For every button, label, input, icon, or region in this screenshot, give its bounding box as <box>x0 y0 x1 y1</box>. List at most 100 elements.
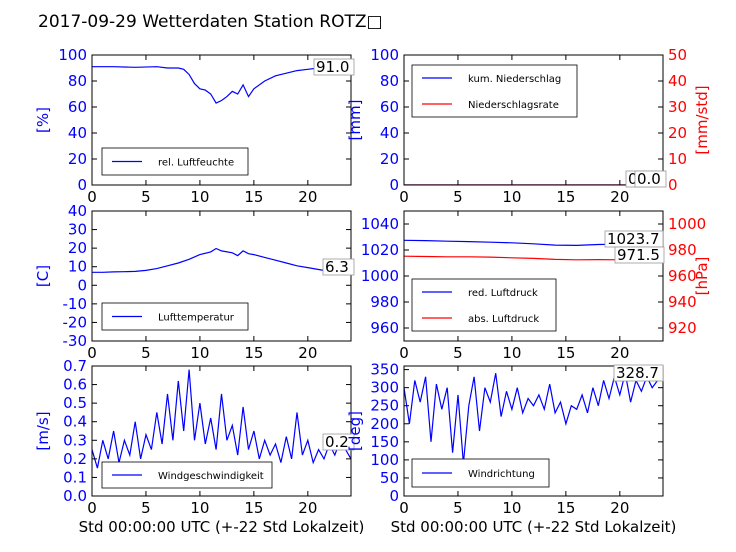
x-tick-label: 5 <box>141 188 151 206</box>
y-tick-label: 0.6 <box>63 376 87 394</box>
y-tick-label: 200 <box>370 415 399 433</box>
legend-entry: Windgeschwindigkeit <box>158 471 264 482</box>
series-line-3-1 <box>92 247 351 275</box>
y-tick-label: 100 <box>58 46 87 64</box>
legend: rel. Luftfeuchte <box>101 147 249 176</box>
x-tick-label: 10 <box>190 188 209 206</box>
legend: Windrichtung <box>411 458 550 488</box>
x-tick-label: 15 <box>556 344 575 362</box>
x-tick-label: 20 <box>298 344 317 362</box>
axes-frame <box>403 54 664 186</box>
y-tick-label: 0 <box>389 176 399 194</box>
y2-tick-label: 980 <box>668 241 697 259</box>
x-tick-label: 10 <box>190 344 209 362</box>
x-tick-label: 20 <box>298 499 317 517</box>
x-tick-label: 5 <box>453 344 463 362</box>
figure-title: 2017-09-29 Wetterdaten Station ROTZ□ <box>38 12 383 32</box>
y2-tick-label: 20 <box>668 124 687 142</box>
x-tick-label: 5 <box>141 344 151 362</box>
y-tick-label: 100 <box>370 46 399 64</box>
x-tick-label: 10 <box>190 499 209 517</box>
legend-entry: rel. Luftfeuchte <box>158 158 234 169</box>
y-tick-label: 150 <box>370 433 399 451</box>
x-axis-label: Std 00:00:00 UTC (+-22 Std Lokalzeit) <box>391 518 677 536</box>
axes-frame <box>91 210 352 342</box>
legend: Lufttemperatur <box>101 302 249 331</box>
x-tick-label: 0 <box>87 499 97 517</box>
y-axis-label: [m/s] <box>34 411 52 450</box>
y-tick-label: 350 <box>370 361 399 379</box>
value-label-box <box>322 433 355 451</box>
legend-entry: Lufttemperatur <box>158 313 235 324</box>
y-axis-label: [%] <box>34 107 52 133</box>
y-tick-label: 0.2 <box>63 450 87 468</box>
y-tick-label: 20 <box>380 150 399 168</box>
legend: kum. Niederschlag Niederschlagsrate <box>411 64 578 118</box>
value-label: 6.3 <box>325 258 349 276</box>
x-tick-label: 5 <box>453 188 463 206</box>
y-tick-label: 40 <box>380 124 399 142</box>
x-tick-label: 20 <box>610 188 629 206</box>
value-label: 91.0 <box>316 58 349 76</box>
y-tick-label: 0.7 <box>63 357 87 375</box>
chart-panel-5: 0 5 10 15 200.00.10.20.30.40.50.60.7[m/s]Std… <box>34 357 364 536</box>
legend-entry: red. Luftdruck <box>468 288 538 299</box>
y-tick-label: 0.3 <box>63 431 87 449</box>
x-tick-label: 15 <box>556 499 575 517</box>
y-tick-label: -10 <box>63 295 88 313</box>
legend: Windgeschwindigkeit <box>101 461 273 489</box>
y-axis-label: [C] <box>34 265 52 287</box>
y-tick-label: 20 <box>68 239 87 257</box>
value-label-box <box>634 170 667 188</box>
legend: red. Luftdruck abs. Luftdruck <box>411 278 557 332</box>
axes-frame <box>91 54 352 186</box>
y-axis-label: [mm] <box>346 100 364 141</box>
x-tick-label: 10 <box>502 344 521 362</box>
value-label-box <box>322 258 355 276</box>
y-tick-label: 80 <box>68 72 87 90</box>
axes-frame <box>91 365 352 497</box>
y-tick-label: 30 <box>68 221 87 239</box>
x-tick-label: 0 <box>399 499 409 517</box>
value-label: 328.7 <box>616 364 659 382</box>
value-label: 0.2 <box>325 433 349 451</box>
x-axis-label: Std 00:00:00 UTC (+-22 Std Lokalzeit) <box>79 518 365 536</box>
legend-entry: Niederschlagsrate <box>468 100 559 111</box>
series-line-1-1 <box>92 66 351 104</box>
y-tick-label: 960 <box>370 319 399 337</box>
y-tick-label: 980 <box>370 293 399 311</box>
x-tick-label: 20 <box>610 344 629 362</box>
value-label: 971.5 <box>617 246 660 264</box>
y-tick-label: 0 <box>77 276 87 294</box>
chart-panel-1: 0 5 10 15 20 0 20 40 60 80 100 [%] rel. Luftfeuchte 9… <box>34 46 355 206</box>
value-label-box <box>614 246 665 264</box>
x-tick-label: 15 <box>244 188 263 206</box>
y2-tick-label: 50 <box>668 46 687 64</box>
legend-box <box>411 278 557 332</box>
y2-tick-label: 960 <box>668 267 697 285</box>
y-tick-label: 250 <box>370 397 399 415</box>
legend-entry: Windrichtung <box>468 469 535 480</box>
y-tick-label: 60 <box>380 98 399 116</box>
legend-entry: abs. Luftdruck <box>468 314 539 325</box>
legend-entry: kum. Niederschlag <box>468 74 561 85</box>
x-tick-label: 15 <box>244 499 263 517</box>
y-tick-label: 40 <box>68 124 87 142</box>
y-tick-label: 0 <box>77 176 87 194</box>
y2-tick-label: 1000 <box>668 215 706 233</box>
y-tick-label: -30 <box>63 332 88 350</box>
value-label-box <box>313 58 355 76</box>
y-tick-label: 20 <box>68 150 87 168</box>
x-tick-label: 10 <box>502 499 521 517</box>
y-tick-label: 80 <box>380 72 399 90</box>
y-tick-label: 0.1 <box>63 468 87 486</box>
axes-frame <box>403 365 664 497</box>
value-label-box <box>613 364 664 382</box>
series-line-6-1 <box>404 373 663 464</box>
y-tick-label: 0.4 <box>63 413 87 431</box>
y-tick-label: 100 <box>370 451 399 469</box>
y-tick-label: 1040 <box>361 215 399 233</box>
y2-tick-label: 0 <box>668 176 678 194</box>
x-tick-label: 20 <box>298 188 317 206</box>
